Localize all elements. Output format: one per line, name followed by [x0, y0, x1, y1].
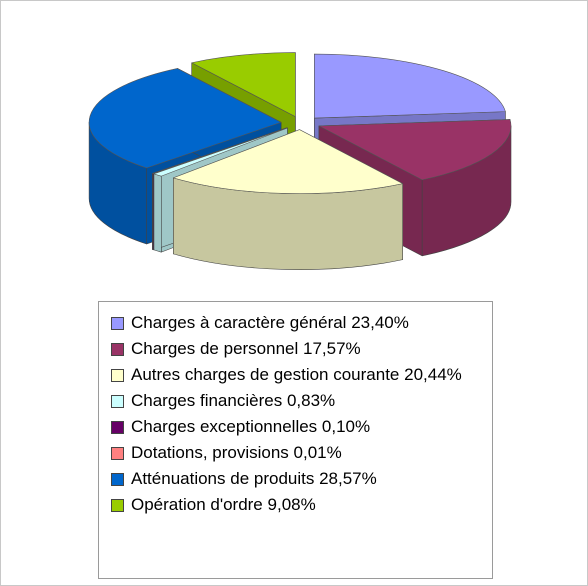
legend-text: Charges à caractère général 23,40% — [131, 310, 409, 336]
legend-swatch — [111, 421, 124, 434]
pie-area — [88, 52, 512, 270]
slice — [318, 119, 512, 181]
legend-item: Charges financières 0,83% — [111, 388, 482, 414]
legend-swatch — [111, 343, 124, 356]
legend-label: Dotations, provisions — [131, 443, 289, 462]
legend-item: Atténuations de produits 28,57% — [111, 466, 482, 492]
legend-label: Autres charges de gestion courante — [131, 365, 400, 384]
legend-label: Charges de personnel — [131, 339, 299, 358]
legend-text: Charges de personnel 17,57% — [131, 336, 361, 362]
legend-swatch — [111, 369, 124, 382]
legend-label: Opération d'ordre — [131, 495, 263, 514]
legend: Charges à caractère général 23,40% Charge… — [98, 301, 493, 579]
slice — [314, 53, 506, 119]
legend-label: Atténuations de produits — [131, 469, 315, 488]
legend-swatch — [111, 395, 124, 408]
legend-item: Charges à caractère général 23,40% — [111, 310, 482, 336]
legend-item: Dotations, provisions 0,01% — [111, 440, 482, 466]
legend-value: 23,40% — [351, 313, 409, 332]
legend-text: Atténuations de produits 28,57% — [131, 466, 377, 492]
slice-side — [153, 173, 162, 253]
legend-item: Opération d'ordre 9,08% — [111, 492, 482, 518]
legend-swatch — [111, 317, 124, 330]
slice — [191, 52, 296, 117]
legend-text: Charges financières 0,83% — [131, 388, 335, 414]
legend-value: 0,01% — [293, 443, 342, 462]
legend-text: Dotations, provisions 0,01% — [131, 440, 342, 466]
legend-text: Charges exceptionnelles 0,10% — [131, 414, 370, 440]
legend-label: Charges exceptionnelles — [131, 417, 318, 436]
legend-swatch — [111, 447, 124, 460]
slice — [88, 68, 282, 169]
legend-value: 9,08% — [267, 495, 316, 514]
legend-label: Charges à caractère général — [131, 313, 347, 332]
slice — [173, 129, 403, 194]
legend-text: Autres charges de gestion courante 20,44… — [131, 362, 462, 388]
legend-swatch — [111, 499, 124, 512]
legend-item: Charges exceptionnelles 0,10% — [111, 414, 482, 440]
legend-value: 20,44% — [404, 365, 462, 384]
slice — [152, 127, 288, 175]
legend-value: 0,83% — [286, 391, 336, 410]
legend-swatch — [111, 473, 124, 486]
legend-label: Charges financières — [131, 391, 283, 410]
legend-value: 17,57% — [303, 339, 361, 358]
legend-text: Opération d'ordre 9,08% — [131, 492, 316, 518]
slice-side — [152, 173, 154, 251]
legend-value: 0,10% — [321, 417, 371, 436]
legend-item: Charges de personnel 17,57% — [111, 336, 482, 362]
legend-item: Autres charges de gestion courante 20,44… — [111, 362, 482, 388]
slice — [153, 127, 288, 177]
legend-value: 28,57% — [319, 469, 377, 488]
